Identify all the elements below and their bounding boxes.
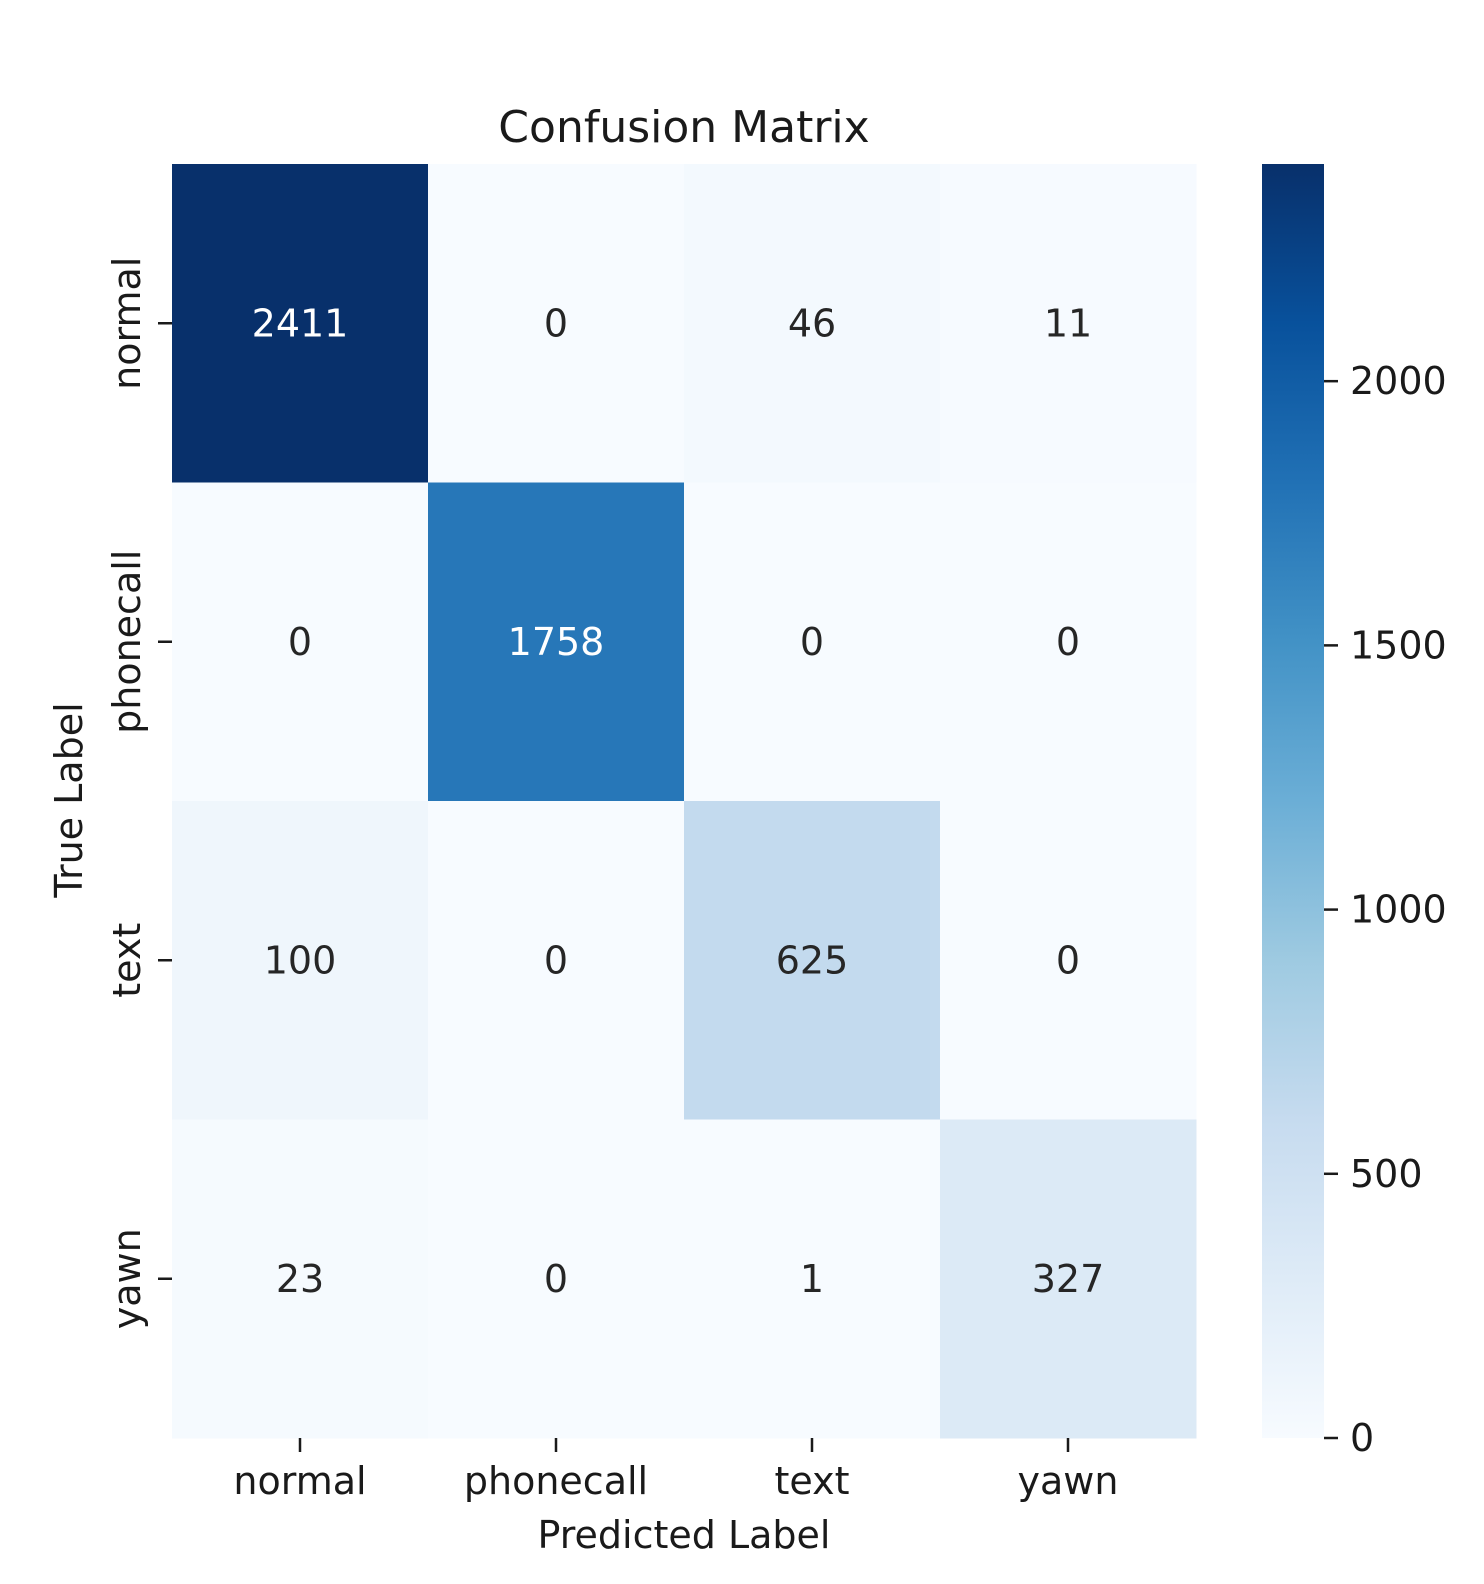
cell-value-label-r0-c0: 2411	[252, 301, 349, 345]
heatmap-cell-r3-c1	[428, 1119, 685, 1439]
x-axis-label: Predicted Label	[538, 1513, 831, 1557]
heatmap-cell-r2-c0	[172, 801, 429, 1120]
heatmap-cell-r1-c3	[940, 482, 1197, 802]
heatmap-cell-r3-c0	[172, 1119, 429, 1439]
heatmap-cell-r1-c0	[172, 482, 429, 802]
heatmap-cell-r1-c2	[684, 482, 941, 802]
heatmap-cell-r0-c0	[172, 164, 429, 483]
cell-value-label-r1-c2: 0	[800, 620, 824, 664]
cell-value-label-r0-c1: 0	[544, 301, 568, 345]
x-tick-label-0: normal	[233, 1459, 366, 1503]
colorbar-tick-label-4: 2000	[1350, 359, 1447, 403]
cell-value-label-r2-c2: 625	[776, 938, 849, 982]
colorbar-tick-label-0: 0	[1350, 1416, 1374, 1460]
cell-value-label-r3-c1: 0	[544, 1257, 568, 1301]
heatmap-cell-r3-c3	[940, 1119, 1197, 1439]
heatmap-cell-r2-c1	[428, 801, 685, 1120]
cell-value-label-r3-c3: 327	[1032, 1257, 1105, 1301]
heatmap-cell-labels: 2411 0 46 11 0 1758 0 0 100 0 625 0 23 0 1 327	[252, 301, 1105, 1301]
cell-value-label-r1-c0: 0	[288, 620, 312, 664]
heatmap-cell-r2-c2	[684, 801, 941, 1120]
x-axis-ticks: normal phonecall text yawn	[233, 1438, 1118, 1503]
heatmap-cell-r0-c3	[940, 164, 1197, 483]
heatmap-cell-r1-c1	[428, 482, 685, 802]
y-tick-label-1: phonecall	[105, 550, 149, 734]
heatmap-cell-r0-c1	[428, 164, 685, 483]
heatmap-cell-r0-c2	[684, 164, 941, 483]
y-tick-label-2: text	[105, 923, 149, 998]
y-tick-label-3: yawn	[105, 1228, 149, 1329]
chart-title: Confusion Matrix	[498, 102, 869, 153]
colorbar-tick-label-1: 500	[1350, 1152, 1423, 1196]
cell-value-label-r0-c3: 11	[1044, 301, 1092, 345]
cell-value-label-r1-c3: 0	[1056, 620, 1080, 664]
cell-value-label-r3-c0: 23	[276, 1257, 324, 1301]
x-tick-label-1: phonecall	[464, 1459, 648, 1503]
colorbar-tick-label-3: 1500	[1350, 623, 1447, 667]
cell-value-label-r2-c0: 100	[264, 938, 337, 982]
cell-value-label-r3-c2: 1	[800, 1257, 824, 1301]
x-tick-label-3: yawn	[1018, 1459, 1119, 1503]
y-axis-label: True Label	[47, 702, 91, 898]
cell-value-label-r1-c1: 1758	[508, 620, 605, 664]
heatmap-cell-r2-c3	[940, 801, 1197, 1120]
y-tick-label-0: normal	[105, 257, 149, 390]
x-tick-label-2: text	[775, 1459, 850, 1503]
colorbar	[1262, 164, 1324, 1438]
cell-value-label-r0-c2: 46	[788, 301, 836, 345]
heatmap-cells	[172, 164, 1197, 1439]
cell-value-label-r2-c1: 0	[544, 938, 568, 982]
colorbar-tick-label-2: 1000	[1350, 888, 1447, 932]
heatmap-cell-r3-c2	[684, 1119, 941, 1439]
cell-value-label-r2-c3: 0	[1056, 938, 1080, 982]
y-axis-ticks: normal phonecall text yawn	[105, 257, 172, 1329]
colorbar-ticks: 0 500 1000 1500 2000	[1324, 359, 1447, 1460]
